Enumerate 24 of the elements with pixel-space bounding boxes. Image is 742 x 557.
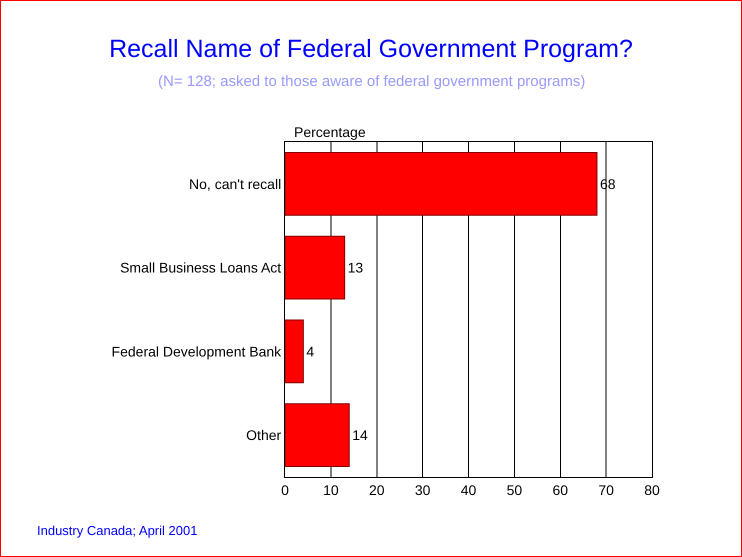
data-label: 13 xyxy=(348,260,364,276)
x-axis-title: Percentage xyxy=(294,124,366,140)
x-tick-label: 0 xyxy=(281,482,290,498)
x-tick-label: 40 xyxy=(460,482,476,498)
x-tick-label: 60 xyxy=(552,482,568,498)
x-tick-label: 70 xyxy=(598,482,614,498)
bar xyxy=(285,236,346,300)
x-tick-label: 50 xyxy=(506,482,522,498)
y-tick-label: Small Business Loans Act xyxy=(120,260,282,276)
x-tick-label: 20 xyxy=(368,482,385,498)
data-label: 4 xyxy=(306,343,314,360)
chart-subtitle: (N= 128; asked to those aware of federal government programs) xyxy=(158,73,586,90)
bar xyxy=(285,403,350,468)
y-tick-label: Federal Development Bank xyxy=(112,343,282,360)
y-tick-label: Other xyxy=(246,427,282,444)
bar xyxy=(285,319,304,384)
data-label: 14 xyxy=(352,427,368,444)
x-tick-label: 30 xyxy=(414,482,431,498)
x-tick-label: 80 xyxy=(644,482,660,498)
chart-title: Recall Name of Federal Government Program? xyxy=(109,34,633,63)
bar xyxy=(285,152,598,216)
x-tick-label: 10 xyxy=(323,482,339,498)
text: Industry Canada; April 2001 xyxy=(37,523,198,538)
y-tick-label: No, can't recall xyxy=(189,176,282,192)
